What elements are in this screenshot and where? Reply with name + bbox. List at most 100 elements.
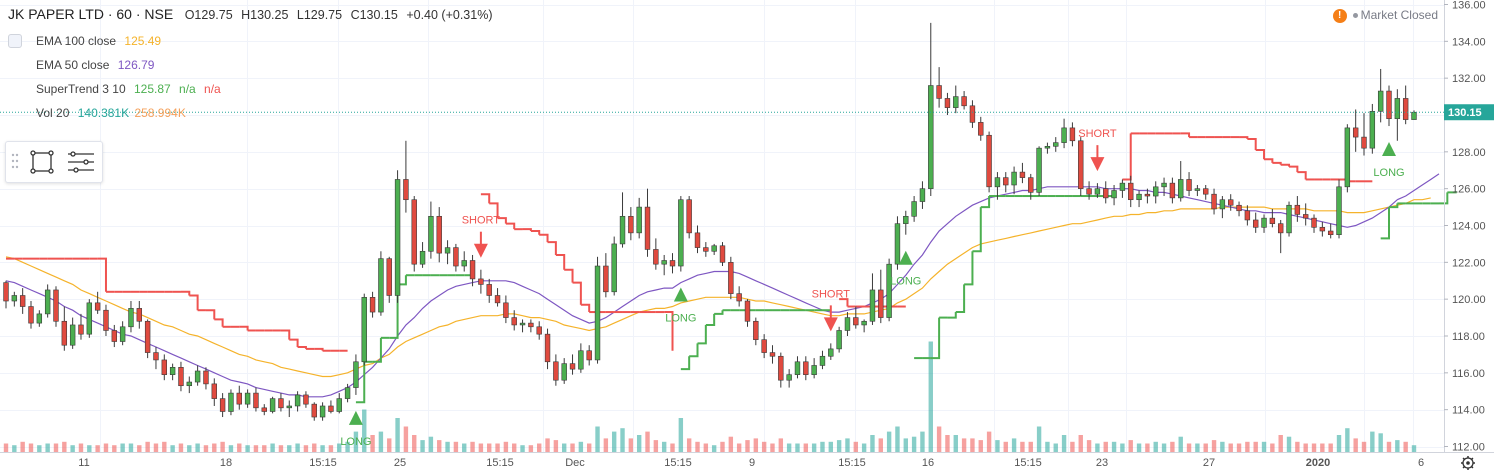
candle-body (1186, 179, 1192, 191)
volume-bar (1228, 443, 1233, 452)
candle-body (169, 367, 176, 375)
indicator-ema50[interactable]: EMA 50 close 126.79 (36, 58, 154, 72)
volume-bar (1086, 440, 1092, 452)
candle (1294, 196, 1301, 222)
candle-body (203, 370, 209, 385)
candle-body (1161, 182, 1167, 188)
supertrend-segment (297, 346, 307, 349)
volume-bar (87, 445, 92, 452)
supertrend-segment (930, 317, 941, 360)
candle-body (211, 383, 217, 399)
candle (544, 328, 551, 370)
supertrend-segment (955, 284, 966, 314)
indicator-supertrend[interactable]: SuperTrend 3 10 125.87 n/a n/a (36, 82, 221, 96)
volume-bar (1403, 441, 1408, 452)
settings-gear-icon[interactable] (1461, 456, 1475, 470)
candle (311, 402, 317, 421)
supertrend-segment (280, 329, 291, 340)
grid (0, 0, 1444, 452)
collapse-icon[interactable] (8, 34, 22, 48)
candle-body (394, 179, 401, 296)
candle-body (261, 407, 267, 412)
candle (511, 310, 517, 331)
short-label: SHORT (812, 288, 851, 300)
candle-body (128, 308, 134, 328)
candle (1169, 177, 1176, 204)
candle-body (494, 295, 501, 304)
high-value: H130.25 (241, 8, 289, 22)
candle-body (1069, 127, 1076, 142)
supertrend-segment (697, 324, 707, 345)
candle (1011, 166, 1017, 195)
settings-lines-icon[interactable] (68, 151, 94, 173)
volume-bar (636, 435, 642, 452)
volume-bar (770, 443, 775, 452)
volume-bar (528, 445, 534, 452)
candle-body (378, 258, 384, 313)
candle (744, 299, 751, 327)
candle-body (744, 300, 751, 322)
open-value: O129.75 (184, 8, 233, 22)
candle-body (728, 262, 734, 294)
candle-body (986, 134, 992, 188)
candle-body (228, 392, 234, 412)
volume-bar (1078, 435, 1083, 452)
indicator-volume[interactable]: Vol 20 140.381K 258.994K (36, 106, 186, 120)
candle-body (1053, 142, 1059, 147)
candle-body (1302, 214, 1309, 219)
drag-handle-icon[interactable] (11, 153, 19, 169)
candle-body (994, 177, 1001, 188)
symbol-title[interactable]: JK PAPER LTD · 60 · NSE (8, 6, 174, 22)
candle-body (11, 295, 18, 302)
candle-body (1094, 188, 1101, 195)
x-tick-label: 16 (922, 457, 934, 469)
candle-body (344, 387, 351, 399)
change-value: +0.40 (+0.31%) (406, 8, 493, 22)
candles (3, 22, 1417, 421)
short-arrow-icon (473, 243, 488, 258)
candle (278, 393, 284, 412)
supertrend-segment (1447, 191, 1457, 194)
candle-body (844, 317, 851, 331)
candle (1144, 188, 1151, 204)
gear-tooth (1462, 466, 1465, 469)
supertrend-segment (1280, 163, 1291, 167)
volume-bar (278, 445, 284, 452)
candle-body (1402, 98, 1409, 120)
candle-body (578, 350, 584, 370)
volume-bar (736, 443, 742, 452)
supertrend-segment (964, 251, 974, 286)
volume-bar (37, 445, 42, 452)
rectangle-tool-icon[interactable] (30, 150, 54, 174)
candle (253, 387, 259, 412)
volume-bar (570, 443, 575, 452)
y-tick-label: 124.00 (1452, 221, 1486, 233)
market-status[interactable]: ! Market Closed (1332, 8, 1438, 23)
volume-bar (1195, 443, 1200, 452)
candle-body (1377, 90, 1384, 112)
candle-body (911, 201, 917, 217)
volume-series (3, 341, 1417, 452)
gear-tooth (1471, 457, 1474, 460)
candle (936, 67, 942, 108)
volume-bar (437, 440, 442, 452)
candle (344, 383, 351, 403)
indicator-ema100[interactable]: EMA 100 close 125.49 (36, 34, 161, 48)
drawing-toolbox (5, 141, 103, 183)
volume-bar (412, 435, 417, 452)
candle-body (153, 352, 159, 361)
candle-body (786, 374, 792, 381)
candle-body (303, 394, 309, 405)
candle (669, 253, 676, 274)
candle-body (78, 324, 84, 335)
candle (703, 242, 709, 257)
volume-bar (1261, 441, 1267, 452)
volume-bar (45, 443, 50, 452)
candle (1186, 172, 1192, 197)
supertrend-segment (314, 347, 324, 351)
x-tick-label: 27 (1203, 457, 1215, 469)
price-tag-label: 130.15 (1448, 107, 1482, 119)
candle-body (1169, 182, 1176, 199)
volume-bar (553, 440, 559, 452)
